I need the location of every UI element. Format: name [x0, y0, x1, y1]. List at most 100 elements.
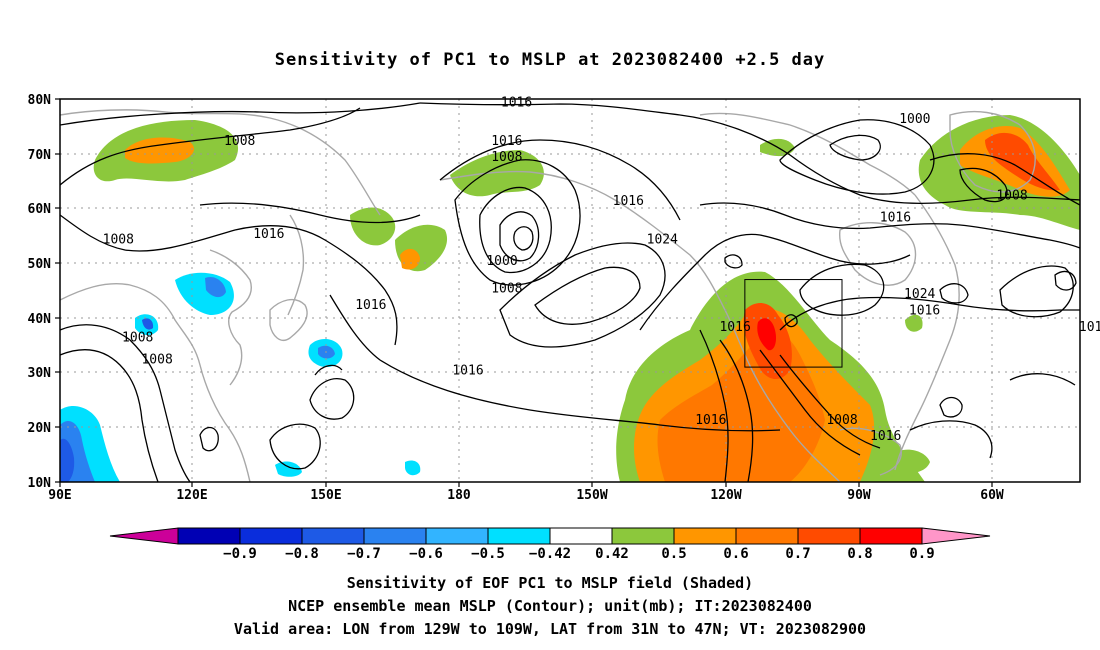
contour-line [724, 254, 743, 269]
contour-line [779, 296, 1080, 331]
shade-positive-greenland-red [985, 132, 1060, 191]
contour-label: 1008 [224, 134, 255, 149]
caption-line-2: NCEP ensemble mean MSLP (Contour); unit(… [288, 597, 812, 615]
colorbar-swatch [797, 527, 861, 545]
coastline-greenland [949, 110, 1036, 193]
contour-line [60, 349, 159, 482]
colorbar-swatch [177, 527, 241, 545]
contour-label: 1008 [122, 331, 153, 346]
mslp-contours [60, 102, 1080, 482]
colorbar-swatch [673, 527, 737, 545]
lon-label: 180 [447, 488, 471, 503]
contour-label: 1016 [452, 364, 483, 379]
coastline-north-america-east [894, 194, 960, 471]
lat-label: 20N [28, 421, 52, 436]
contour-label: 1000 [899, 112, 930, 127]
colorbar-swatch [425, 527, 489, 545]
colorbar-label: −0.9 [223, 546, 257, 562]
colorbar-swatch [301, 527, 365, 545]
coastline-gulf [839, 427, 902, 476]
contour-line [784, 314, 798, 328]
lat-label: 10N [28, 476, 52, 491]
lat-label: 70N [28, 148, 52, 163]
lon-label: 90W [847, 488, 871, 503]
latitude-labels: 80N 70N 60N 50N 40N 30N 20N 10N [28, 93, 52, 491]
contour-line [679, 114, 1080, 204]
lon-label: 90E [48, 488, 71, 503]
contour-line [60, 214, 398, 346]
coastline-asia-east [60, 283, 251, 482]
colorbar-label: 0.5 [661, 546, 686, 562]
contour-line [439, 139, 681, 221]
contour-line [719, 339, 754, 482]
contour-line [419, 102, 681, 116]
caption-line-1: Sensitivity of EOF PC1 to MSLP field (Sh… [346, 574, 754, 592]
colorbar-label: 0.7 [785, 546, 810, 562]
contour-line [309, 378, 355, 420]
coastlines [60, 109, 1036, 482]
colorbar-swatch [611, 527, 675, 545]
contour-line [479, 186, 552, 274]
contour-line [199, 202, 421, 224]
contour-line [454, 159, 581, 286]
contour-line [699, 202, 1080, 249]
contour-line [60, 324, 191, 482]
contour-label: 1016 [719, 320, 750, 335]
shade-positive-dateline-orange [400, 248, 420, 270]
colorbar-extend-high [921, 527, 991, 545]
coastline-korea-china [209, 249, 252, 386]
contour-line [939, 283, 969, 304]
contour-label: 1024 [904, 287, 935, 302]
coastline-canada-arctic [699, 112, 916, 196]
contour-line [60, 107, 361, 186]
valid-area-box [744, 279, 843, 368]
contour-label: 1008 [491, 282, 522, 297]
colorbar-label: −0.6 [409, 546, 443, 562]
lat-lon-grid [60, 99, 1080, 482]
contour-label: 1016 [501, 95, 532, 110]
contour-label: 1008 [826, 413, 857, 428]
contour-label: 1000 [486, 254, 517, 269]
shade-positive-red-inner [757, 318, 777, 351]
colorbar-label: 0.6 [723, 546, 748, 562]
colorbar-swatch [487, 527, 551, 545]
contour-line [513, 226, 534, 251]
colorbar-label: −0.8 [285, 546, 319, 562]
contour-line [329, 294, 781, 432]
shade-negative-korea-blue [142, 318, 154, 330]
colorbar-label: 0.42 [595, 546, 629, 562]
colorbar-swatch [859, 527, 923, 545]
contour-line [939, 396, 963, 418]
contour-label: 1024 [647, 232, 678, 247]
contour-label: 1016 [253, 227, 284, 242]
colorbar: −0.9 −0.8 −0.7 −0.6 −0.5 −0.42 0.42 0.5 0.6 0.7 0.… [109, 527, 991, 562]
contour-label: 1008 [491, 150, 522, 165]
contour-line [829, 134, 881, 161]
shade-positive-kamchatka [350, 207, 396, 246]
contour-label: 1016 [613, 194, 644, 209]
contour-label: 1008 [141, 353, 172, 368]
coastline-asia-north [60, 109, 381, 216]
longitude-labels: 90E 120E 150E 180 150W 120W 90W 60W [48, 488, 1004, 503]
contour-line [60, 102, 421, 126]
colorbar-label: 0.8 [847, 546, 872, 562]
colorbar-swatch [549, 527, 613, 545]
caption-line-3: Valid area: LON from 129W to 109W, LAT f… [233, 620, 867, 638]
contour-label: 1016 [909, 303, 940, 318]
colorbar-label: 0.9 [909, 546, 934, 562]
shade-negative-central-pacific [405, 460, 421, 476]
lat-label: 80N [28, 93, 52, 108]
contour-line [759, 349, 861, 456]
contour-line [779, 354, 881, 449]
shade-positive-siberia-orange [125, 137, 195, 164]
map-title: Sensitivity of PC1 to MSLP at 2023082400… [274, 50, 826, 70]
contour-line [499, 242, 666, 348]
lat-label: 40N [28, 312, 52, 327]
coastline-hudson [838, 222, 917, 286]
contour-line [499, 211, 540, 262]
contour-label: 1016 [1079, 320, 1100, 335]
colorbar-swatch [735, 527, 799, 545]
contour-label: 1016 [695, 413, 726, 428]
lat-label: 30N [28, 366, 52, 381]
